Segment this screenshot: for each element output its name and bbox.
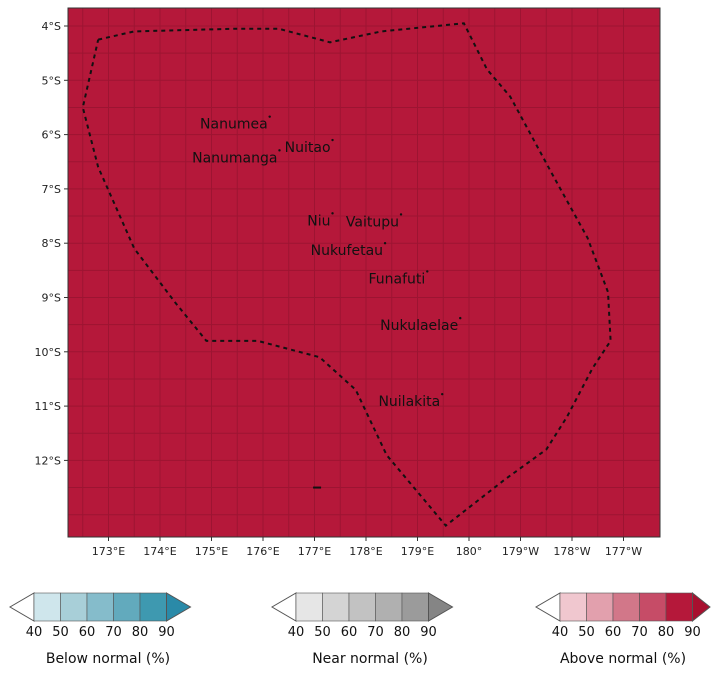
x-tick-label: 179°W — [502, 545, 539, 558]
island-label: Nuilakita — [378, 394, 440, 410]
island-marker — [441, 392, 444, 396]
island-marker — [459, 316, 462, 320]
y-tick-label: 4°S — [42, 20, 61, 33]
colorbar-segment — [401, 592, 429, 622]
x-tick-label: 179°E — [401, 545, 434, 558]
y-tick-label: 12°S — [35, 454, 61, 467]
legend-tick-label: 70 — [105, 625, 122, 640]
island-marker — [399, 213, 403, 216]
x-tick-label: 177°W — [605, 545, 642, 558]
colorbar-segment — [665, 592, 693, 622]
colorbar-segment — [295, 592, 323, 622]
legend-tick-label: 90 — [684, 625, 701, 640]
island-label: Nanumanga — [192, 150, 277, 166]
colorbar-segment — [60, 592, 88, 622]
colorbar-segment — [639, 592, 667, 622]
legend-above-normal: 40 50 60 70 80 90 Above normal (%) — [534, 585, 712, 667]
colorbar-segment — [113, 592, 141, 622]
y-tick-label: 8°S — [42, 237, 61, 250]
colorbar-over-triangle — [166, 592, 192, 622]
colorbar-under-triangle — [271, 592, 297, 622]
legend-tick-label: 40 — [551, 625, 569, 640]
map-frame — [67, 7, 661, 538]
x-tick-label: 175°E — [195, 545, 228, 558]
y-tick-label: 11°S — [35, 400, 61, 413]
colorbar-segment — [586, 592, 614, 622]
legend-tick-label: 80 — [393, 625, 411, 640]
legend-tick-label: 50 — [578, 625, 595, 640]
legend-near-normal: 40 50 60 70 80 90 Near normal (%) — [270, 585, 470, 667]
island-marker — [331, 212, 334, 215]
island-label: Nanumea — [200, 117, 268, 133]
colorbar-segment — [33, 592, 61, 622]
island-marker — [331, 138, 334, 142]
x-tick-label: 173°E — [92, 545, 125, 558]
colorbar-under-triangle — [535, 592, 561, 622]
island-label: Niu — [307, 213, 330, 229]
legend-tick-label: 40 — [287, 625, 305, 640]
legend-tick-label: 70 — [631, 625, 648, 640]
y-tick-label: 10°S — [35, 346, 61, 359]
x-tick-label: 174°E — [143, 545, 176, 558]
island-label: Vaitupu — [346, 214, 399, 230]
island-marker — [383, 242, 387, 245]
legend-tick-label: 90 — [158, 625, 175, 640]
legend-below-normal: 40 50 60 70 80 90 Below normal (%) — [8, 585, 208, 667]
legend-tick-label: 60 — [78, 625, 96, 640]
colorbar-segment — [612, 592, 640, 622]
y-tick-label: 6°S — [42, 129, 61, 142]
island-label: Nukufetau — [311, 243, 383, 259]
legend-tick-label: 70 — [367, 625, 384, 640]
colorbar-over-triangle — [692, 591, 711, 623]
x-tick-label: 176°E — [246, 545, 279, 558]
colorbar-segment — [139, 592, 167, 622]
island-marker — [426, 270, 429, 273]
x-tick-label: 178°E — [349, 545, 382, 558]
y-tick-label: 9°S — [42, 292, 61, 305]
x-tick-label: 180° — [456, 545, 483, 558]
colorbar-segment — [322, 592, 350, 622]
island-marker — [268, 115, 271, 118]
colorbar-segment — [375, 592, 403, 622]
legend-colorbar-above — [535, 591, 711, 623]
colorbar-under-triangle — [9, 592, 35, 622]
legend-tick-label: 60 — [604, 625, 622, 640]
map-plot: 4°S 5°S 6°S 7°S 8°S 9°S 10°S 11°S 12°S 173°E 174°E… — [35, 7, 661, 558]
legend-title-above: Above normal (%) — [559, 651, 687, 667]
legend-tick-label: 90 — [420, 625, 437, 640]
island-marker — [278, 149, 281, 152]
island-label: Funafuti — [368, 271, 425, 287]
legend-title-below: Below normal (%) — [45, 651, 171, 667]
map-area: 4°S 5°S 6°S 7°S 8°S 9°S 10°S 11°S 12°S 173°E 174°E… — [35, 7, 661, 558]
legend-tick-label: 50 — [52, 625, 69, 640]
legend-tick-label: 80 — [131, 625, 149, 640]
legend-colorbar-below — [9, 592, 192, 622]
colorbar-segment — [348, 592, 376, 622]
eez-boundary — [81, 22, 612, 527]
legend-colorbar-near — [271, 592, 454, 622]
legend-tick-label: 40 — [25, 625, 43, 640]
legend-tick-label: 50 — [314, 625, 331, 640]
island-label: Nuitao — [285, 140, 331, 156]
legend-title-near: Near normal (%) — [312, 651, 428, 667]
x-tick-label: 178°W — [553, 545, 590, 558]
y-tick-label: 5°S — [42, 74, 61, 87]
colorbar-segment — [86, 592, 114, 622]
legend-tick-label: 80 — [657, 625, 675, 640]
colorbar-segment — [559, 592, 587, 622]
map-background — [68, 8, 660, 537]
x-tick-label: 177°E — [298, 545, 331, 558]
y-tick-label: 7°S — [42, 183, 61, 196]
island-label: Nukulaelae — [380, 318, 458, 334]
legend-tick-label: 60 — [340, 625, 358, 640]
colorbar-over-triangle — [428, 592, 454, 622]
